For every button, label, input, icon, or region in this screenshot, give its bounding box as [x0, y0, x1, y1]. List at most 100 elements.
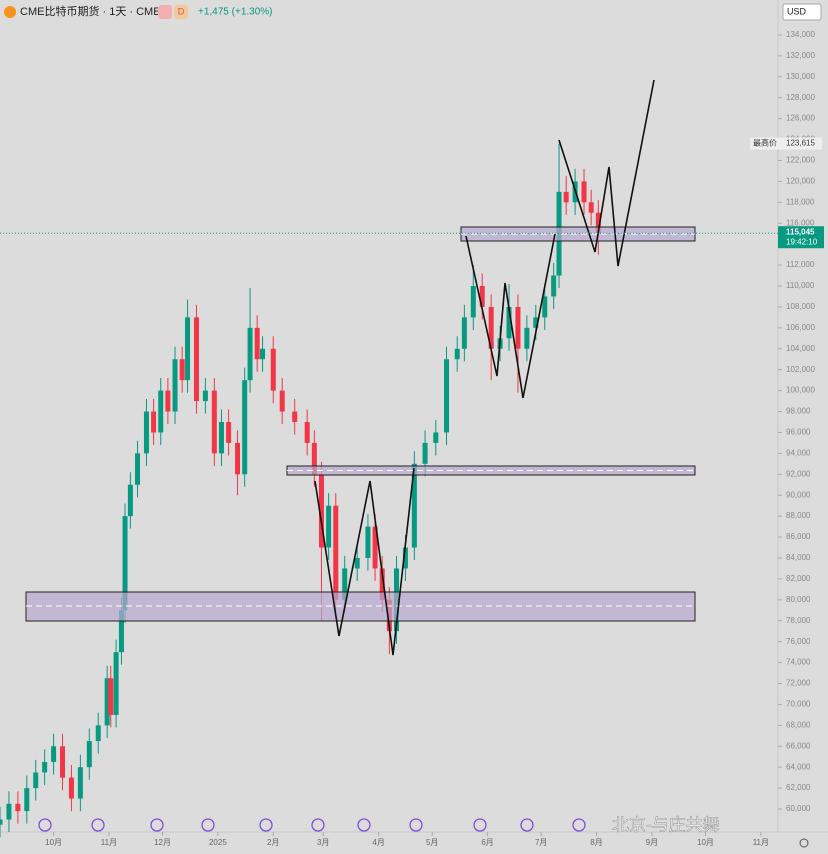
x-tick-label: 2月 — [267, 838, 279, 847]
x-tick-label: 2025 — [209, 838, 227, 847]
candle-body — [24, 788, 30, 812]
candle-body — [158, 390, 164, 433]
settings-icon[interactable] — [799, 838, 809, 848]
candle-body — [211, 390, 217, 454]
candle-body — [172, 359, 178, 412]
candle-body — [113, 652, 119, 715]
candle-body — [254, 327, 260, 360]
currency-button[interactable] — [782, 3, 822, 21]
candle-body — [226, 421, 232, 443]
candle-body — [151, 411, 157, 433]
candle-body — [326, 505, 332, 548]
candle-body — [515, 306, 521, 349]
x-tick-label: 11月 — [753, 838, 769, 847]
y-tick-label: 128,000 — [786, 93, 815, 102]
y-tick-label: 66,000 — [786, 741, 811, 750]
candle-body — [242, 380, 248, 475]
currency: USD — [787, 6, 807, 16]
y-tick-label: 134,000 — [786, 30, 815, 39]
candle-body — [247, 327, 253, 381]
x-tick-label: 7月 — [535, 838, 547, 847]
y-tick-label: 62,000 — [786, 783, 811, 792]
y-tick-label: 64,000 — [786, 762, 811, 771]
x-tick-label: 5月 — [426, 838, 438, 847]
x-tick-label: 10月 — [697, 838, 714, 847]
badge: D — [178, 6, 185, 16]
candle-body — [551, 275, 557, 297]
last-price: 115,045 — [786, 227, 815, 236]
candle-body — [542, 296, 548, 318]
y-tick-label: 98,000 — [786, 407, 811, 416]
badge-bg — [174, 5, 188, 19]
candle-body — [60, 746, 66, 778]
candle-body — [402, 547, 408, 569]
candle-body — [15, 803, 21, 812]
y-tick-label: 72,000 — [786, 679, 811, 688]
x-tick-label: 4月 — [372, 838, 384, 847]
y-tick-label: 100,000 — [786, 386, 815, 395]
y-tick-label: 96,000 — [786, 428, 811, 437]
candle-body — [563, 191, 569, 203]
watermark: 北京-与庄共舞 — [612, 815, 720, 834]
y-tick-label: 104,000 — [786, 344, 815, 353]
y-tick-label: 116,000 — [786, 218, 815, 227]
x-tick-label: 6月 — [481, 838, 493, 847]
last-price-box — [778, 226, 824, 249]
y-tick-label: 82,000 — [786, 574, 811, 583]
y-tick-label: 68,000 — [786, 720, 811, 729]
candle-body — [235, 442, 241, 475]
y-tick-label: 84,000 — [786, 553, 811, 562]
candle-body — [185, 317, 191, 381]
event-icons — [38, 818, 586, 832]
y-tick-label: 118,000 — [786, 197, 815, 206]
candle-body — [260, 348, 266, 360]
candle-body — [95, 725, 101, 742]
symbol-title: CME比特币期货 · 1天 · CME — [20, 4, 161, 18]
candle-body — [304, 421, 310, 443]
candle-body — [581, 181, 587, 203]
x-tick-label: 9月 — [646, 838, 658, 847]
y-tick-label: 108,000 — [786, 302, 815, 311]
x-tick-label: 10月 — [45, 838, 62, 847]
candle-body — [118, 610, 124, 653]
x-tick-label: 12月 — [154, 838, 171, 847]
candle-body — [33, 772, 39, 789]
y-tick-label: 122,000 — [786, 156, 815, 165]
y-tick-label: 80,000 — [786, 595, 811, 604]
candle-body — [342, 568, 348, 600]
high-marker-value: 123,615 — [786, 139, 815, 148]
candle-body — [588, 202, 594, 213]
high-marker-name: 最高价 — [753, 138, 777, 148]
candle-body — [135, 453, 141, 485]
y-tick-label: 102,000 — [786, 365, 815, 374]
candle-body — [470, 285, 476, 318]
candle-body — [372, 526, 378, 569]
w-pattern — [314, 467, 415, 656]
candle-body — [270, 348, 276, 391]
high-marker-box — [750, 137, 822, 150]
candle-body — [6, 803, 12, 820]
candle-body — [143, 411, 149, 454]
y-tick-label: 106,000 — [786, 323, 815, 332]
y-tick-label: 86,000 — [786, 532, 811, 541]
candle-body — [127, 484, 133, 517]
y-tick-label: 88,000 — [786, 511, 811, 520]
candle-body — [454, 348, 460, 360]
candle-body — [104, 678, 110, 726]
candle-body — [333, 505, 339, 600]
y-tick-label: 94,000 — [786, 448, 811, 457]
candle-body — [202, 390, 208, 402]
candle-body — [533, 317, 539, 328]
candle-body — [0, 819, 3, 825]
candle-body — [318, 474, 324, 548]
y-tick-label: 70,000 — [786, 700, 811, 709]
w-pattern — [558, 79, 655, 267]
candle-body — [193, 317, 199, 402]
y-tick-label: 90,000 — [786, 490, 811, 499]
x-tick-label: 8月 — [590, 838, 602, 847]
candle-body — [595, 212, 601, 234]
candle-body — [461, 317, 467, 349]
